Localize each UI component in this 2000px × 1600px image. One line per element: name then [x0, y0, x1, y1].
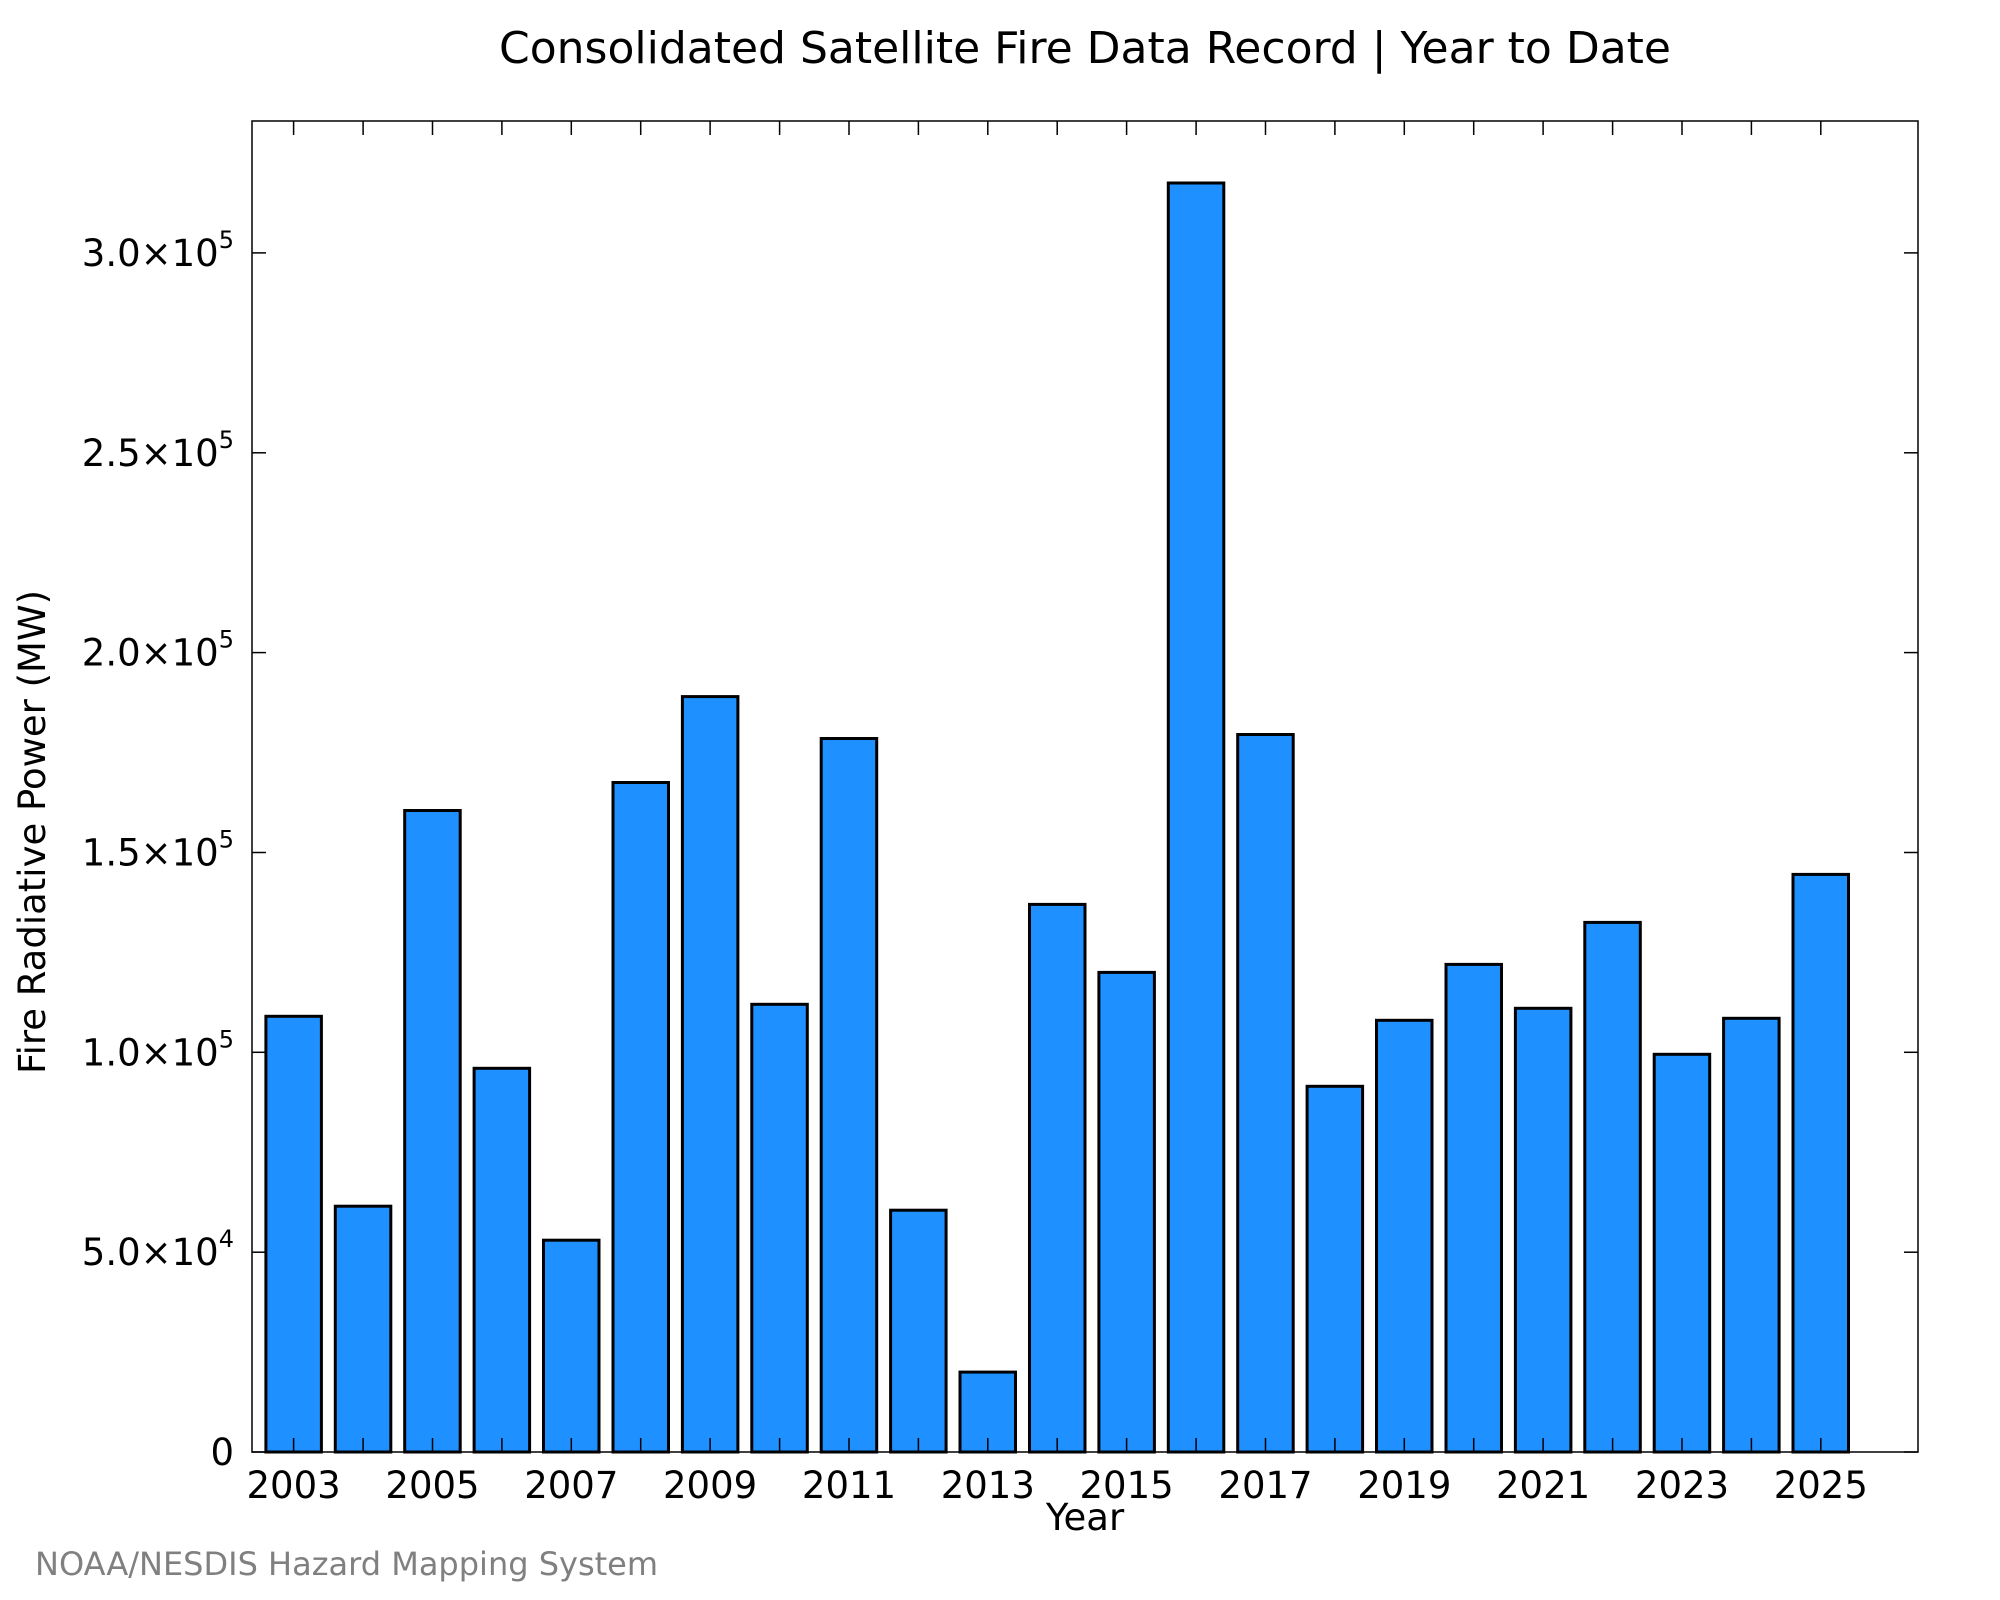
bar-2021 — [1513, 1006, 1573, 1454]
bar-2016 — [1166, 181, 1226, 1454]
bar-2008 — [611, 781, 670, 1454]
bar-2019 — [1375, 1018, 1434, 1454]
bar-2006 — [472, 1066, 532, 1454]
x-tick-label-2025: 2025 — [1774, 1464, 1868, 1507]
bar-2005 — [403, 809, 462, 1454]
bar-2025 — [1791, 872, 1850, 1454]
x-tick-label-2009: 2009 — [663, 1464, 757, 1507]
bar-2010 — [750, 1002, 809, 1454]
x-tick-label-2017: 2017 — [1218, 1464, 1312, 1507]
bar-2014 — [1028, 902, 1087, 1454]
bar-2024 — [1722, 1016, 1781, 1454]
y-tick-label-200000: 2.0×105 — [82, 626, 234, 675]
x-tick-label-2023: 2023 — [1635, 1464, 1729, 1507]
x-tick-label-2013: 2013 — [941, 1464, 1035, 1507]
bar-2020 — [1444, 962, 1503, 1454]
x-tick-label-2007: 2007 — [524, 1464, 618, 1507]
y-axis-label: Fire Radiative Power (MW) — [11, 590, 54, 1074]
y-tick-label-300000: 3.0×105 — [82, 226, 234, 275]
y-tick-label-50000: 5.0×104 — [82, 1225, 234, 1274]
bar-2015 — [1097, 970, 1156, 1454]
bar-2009 — [680, 695, 740, 1454]
bar-2011 — [819, 737, 879, 1454]
plot-area: 2003 2005 2007 2009 2011 2013 2015 2017 2019 2021… — [82, 120, 1919, 1507]
bar-2012 — [889, 1208, 948, 1454]
bar-2003 — [264, 1014, 323, 1454]
chart-title: Consolidated Satellite Fire Data Record … — [499, 23, 1671, 74]
bar-2023 — [1652, 1052, 1712, 1454]
x-tick-label-2019: 2019 — [1357, 1464, 1451, 1507]
bar-2017 — [1236, 733, 1295, 1454]
bar-2007 — [542, 1238, 601, 1454]
x-tick-label-2003: 2003 — [247, 1464, 341, 1507]
x-axis-label: Year — [1045, 1496, 1125, 1539]
source-credit: NOAA/NESDIS Hazard Mapping System — [35, 1545, 658, 1583]
bar-2018 — [1305, 1084, 1365, 1454]
x-tick-label-2015: 2015 — [1080, 1464, 1174, 1507]
bar-2004 — [333, 1204, 393, 1454]
plot-frame — [251, 120, 1919, 1453]
y-tick-label-250000: 2.5×105 — [82, 426, 234, 475]
y-tick-label-0: 0 — [210, 1431, 234, 1474]
x-tick-label-2005: 2005 — [385, 1464, 479, 1507]
x-tick-label-2021: 2021 — [1496, 1464, 1590, 1507]
x-tick-label-2011: 2011 — [802, 1464, 896, 1507]
bar-2022 — [1583, 920, 1642, 1454]
y-tick-label-100000: 1.0×105 — [82, 1025, 234, 1074]
y-tick-label-150000: 1.5×105 — [82, 826, 234, 875]
